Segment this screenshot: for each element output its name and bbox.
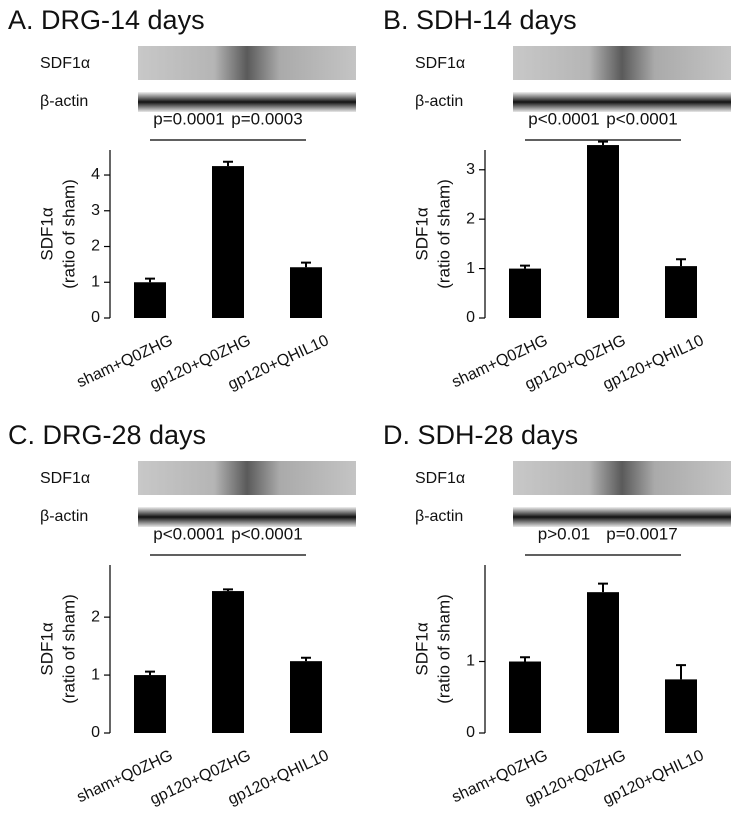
bar: [587, 592, 619, 733]
y-axis-label: SDF1α: [37, 622, 56, 675]
y-tick-label: 3: [466, 161, 475, 178]
blot-image: [138, 507, 356, 527]
blot-label: β-actin: [415, 93, 463, 110]
error-bar: [520, 264, 530, 269]
blot-label: SDF1α: [40, 470, 90, 487]
blot-label: β-actin: [40, 93, 88, 110]
y-axis-label: (ratio of sham): [434, 594, 453, 704]
y-tick-label: 4: [91, 166, 100, 183]
error-bar: [145, 277, 155, 283]
p-value: p=0.0003: [231, 109, 302, 128]
bar: [665, 266, 697, 318]
bar: [134, 675, 166, 733]
bar: [212, 591, 244, 733]
error-bar: [676, 664, 686, 680]
panel-title: D. SDH-28 days: [383, 420, 578, 450]
p-value: p<0.0001: [153, 524, 224, 543]
y-axis-label: SDF1α: [37, 207, 56, 260]
blot-label: SDF1α: [40, 55, 90, 72]
error-bar: [598, 140, 608, 146]
blot-image: [138, 46, 356, 80]
bar: [587, 145, 619, 318]
error-bar: [223, 160, 233, 167]
y-axis-label: SDF1α: [412, 622, 431, 675]
y-tick-label: 0: [91, 724, 100, 741]
error-bar: [598, 582, 608, 593]
panel-title: C. DRG-28 days: [8, 420, 206, 450]
p-value: p=0.0001: [153, 109, 224, 128]
y-tick-label: 1: [91, 273, 100, 290]
y-axis-label: (ratio of sham): [59, 179, 78, 289]
y-tick-label: 0: [91, 309, 100, 326]
bar: [290, 267, 322, 318]
bar: [509, 661, 541, 733]
error-bar: [301, 261, 311, 268]
panel-title: B. SDH-14 days: [383, 5, 577, 35]
y-tick-label: 1: [466, 260, 475, 277]
y-axis-label: (ratio of sham): [434, 179, 453, 289]
blot-label: β-actin: [40, 508, 88, 525]
blot-label: SDF1α: [415, 55, 465, 72]
bar: [290, 661, 322, 733]
blot-label: β-actin: [415, 508, 463, 525]
bar: [212, 166, 244, 318]
p-value: p=0.0017: [606, 524, 677, 543]
error-bar: [223, 588, 233, 592]
error-bar: [520, 656, 530, 662]
y-tick-label: 0: [466, 309, 475, 326]
bar: [665, 679, 697, 733]
error-bar: [301, 656, 311, 662]
blot-image: [138, 461, 356, 495]
panel-title: A. DRG-14 days: [8, 5, 205, 35]
blot-image: [513, 507, 731, 527]
blot-image: [513, 461, 731, 495]
y-axis-label: (ratio of sham): [59, 594, 78, 704]
y-tick-label: 2: [91, 238, 100, 255]
y-axis-label: SDF1α: [412, 207, 431, 260]
p-value: p<0.0001: [528, 109, 599, 128]
blot-image: [138, 92, 356, 112]
blot-image: [513, 92, 731, 112]
p-value: p<0.0001: [606, 109, 677, 128]
y-tick-label: 2: [466, 210, 475, 227]
y-tick-label: 1: [91, 666, 100, 683]
y-tick-label: 0: [466, 724, 475, 741]
blot-image: [513, 46, 731, 80]
p-value: p>0.01: [538, 524, 590, 543]
bar: [509, 268, 541, 318]
blot-label: SDF1α: [415, 470, 465, 487]
y-tick-label: 3: [91, 202, 100, 219]
error-bar: [145, 670, 155, 676]
y-tick-label: 2: [91, 608, 100, 625]
bar: [134, 282, 166, 318]
y-tick-label: 1: [466, 653, 475, 670]
error-bar: [676, 258, 686, 267]
p-value: p<0.0001: [231, 524, 302, 543]
